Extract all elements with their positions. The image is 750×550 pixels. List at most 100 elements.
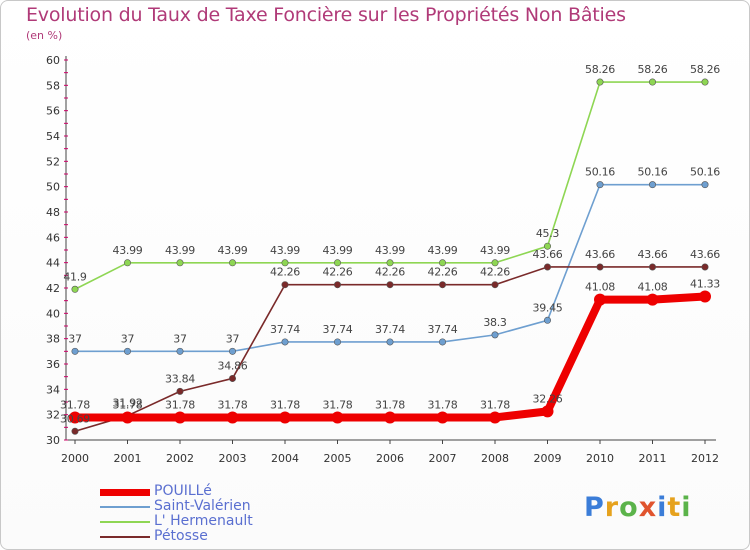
data-label-pouill: 31.78	[218, 398, 248, 411]
data-label-saint-val-rien: 37.74	[375, 323, 405, 336]
data-label-p-tosse: 43.66	[638, 248, 668, 261]
data-point-pouill	[174, 411, 186, 424]
data-point-l-hermenault	[386, 259, 394, 267]
data-label-pouill: 31.78	[323, 398, 353, 411]
logo-letter: P	[584, 492, 605, 523]
data-label-saint-val-rien: 37.74	[428, 323, 458, 336]
data-point-saint-val-rien	[491, 331, 499, 339]
y-tick-label: 40	[46, 307, 60, 320]
y-tick-label: 32	[46, 409, 60, 422]
x-tick-label: 2008	[481, 452, 509, 465]
data-label-l-hermenault: 43.99	[480, 244, 510, 257]
data-point-l-hermenault	[281, 259, 289, 267]
data-point-p-tosse	[543, 263, 551, 271]
data-point-saint-val-rien	[229, 347, 237, 355]
data-label-p-tosse: 43.66	[585, 248, 615, 261]
y-tick-label: 38	[46, 333, 60, 346]
data-label-l-hermenault: 43.99	[323, 244, 353, 257]
data-point-saint-val-rien	[124, 347, 132, 355]
data-label-pouill: 41.08	[638, 281, 668, 294]
y-tick-label: 54	[46, 130, 60, 143]
data-label-l-hermenault: 58.26	[690, 63, 720, 76]
data-label-p-tosse: 43.66	[690, 248, 720, 261]
data-point-saint-val-rien	[386, 338, 394, 346]
data-point-pouill	[646, 293, 659, 306]
data-point-pouill	[69, 411, 81, 424]
logo-letter: r	[604, 492, 620, 523]
data-point-p-tosse	[701, 263, 709, 271]
legend-label: Saint-Valérien	[154, 498, 251, 514]
y-tick-label: 58	[46, 79, 60, 92]
data-point-l-hermenault	[596, 78, 604, 86]
data-point-saint-val-rien	[176, 347, 184, 355]
y-tick-label: 36	[46, 358, 60, 371]
y-tick-label: 42	[46, 282, 60, 295]
data-point-l-hermenault	[648, 78, 656, 86]
data-point-pouill	[121, 411, 134, 424]
data-label-p-tosse: 33.84	[165, 372, 195, 385]
data-label-p-tosse: 34.86	[218, 359, 248, 372]
data-label-saint-val-rien: 37	[68, 332, 82, 345]
data-label-p-tosse: 30.69	[60, 412, 90, 425]
y-tick-label: 46	[46, 231, 60, 244]
data-label-saint-val-rien: 37.74	[323, 323, 353, 336]
data-label-l-hermenault: 58.26	[638, 63, 668, 76]
data-label-l-hermenault: 43.99	[428, 244, 458, 257]
y-tick-label: 56	[46, 105, 60, 118]
data-point-saint-val-rien	[648, 181, 656, 189]
data-point-saint-val-rien	[701, 181, 709, 189]
legend-swatch	[100, 489, 150, 496]
y-tick-label: 34	[46, 383, 60, 396]
x-tick-label: 2004	[271, 452, 299, 465]
data-label-p-tosse: 42.26	[428, 266, 458, 279]
data-label-saint-val-rien: 37.74	[270, 323, 300, 336]
data-point-p-tosse	[596, 263, 604, 271]
data-label-p-tosse: 42.26	[323, 266, 353, 279]
data-label-l-hermenault: 43.99	[270, 244, 300, 257]
data-label-l-hermenault: 43.99	[113, 244, 143, 257]
legend-label: L' Hermenault	[154, 513, 253, 529]
data-label-saint-val-rien: 37	[121, 332, 135, 345]
data-point-p-tosse	[386, 281, 394, 289]
data-point-saint-val-rien	[281, 338, 289, 346]
data-point-p-tosse	[438, 281, 446, 289]
data-point-pouill	[226, 411, 239, 424]
data-point-pouill	[436, 411, 449, 424]
data-point-saint-val-rien	[543, 316, 551, 324]
data-point-saint-val-rien	[596, 181, 604, 189]
data-label-pouill: 31.78	[165, 398, 195, 411]
data-label-saint-val-rien: 38.3	[483, 316, 507, 329]
x-tick-label: 2006	[376, 452, 404, 465]
data-label-pouill: 41.08	[585, 281, 615, 294]
data-label-saint-val-rien: 50.16	[638, 166, 668, 179]
data-label-p-tosse: 42.26	[480, 266, 510, 279]
data-label-pouill: 31.78	[428, 398, 458, 411]
data-point-l-hermenault	[491, 259, 499, 267]
data-point-l-hermenault	[438, 259, 446, 267]
logo-letter: t	[667, 492, 682, 523]
x-tick-label: 2007	[429, 452, 457, 465]
data-point-l-hermenault	[333, 259, 341, 267]
logo-letter: o	[619, 492, 639, 523]
data-label-p-tosse: 43.66	[533, 248, 563, 261]
y-tick-label: 48	[46, 206, 60, 219]
x-tick-label: 2003	[219, 452, 247, 465]
y-tick-label: 52	[46, 155, 60, 168]
y-tick-label: 30	[46, 434, 60, 447]
data-point-l-hermenault	[71, 285, 79, 293]
data-point-p-tosse	[71, 427, 79, 435]
data-point-pouill	[541, 405, 554, 418]
x-tick-label: 2001	[114, 452, 142, 465]
x-tick-label: 2010	[586, 452, 614, 465]
proxiti-logo: Proxiti	[584, 492, 692, 523]
logo-letter: i	[657, 492, 668, 523]
data-point-l-hermenault	[543, 242, 551, 250]
logo-letter: i	[681, 492, 692, 523]
x-tick-label: 2005	[324, 452, 352, 465]
data-label-saint-val-rien: 37	[173, 332, 187, 345]
data-point-pouill	[279, 411, 291, 424]
data-label-saint-val-rien: 39.45	[533, 301, 563, 314]
data-point-saint-val-rien	[71, 347, 79, 355]
x-tick-label: 2012	[691, 452, 719, 465]
